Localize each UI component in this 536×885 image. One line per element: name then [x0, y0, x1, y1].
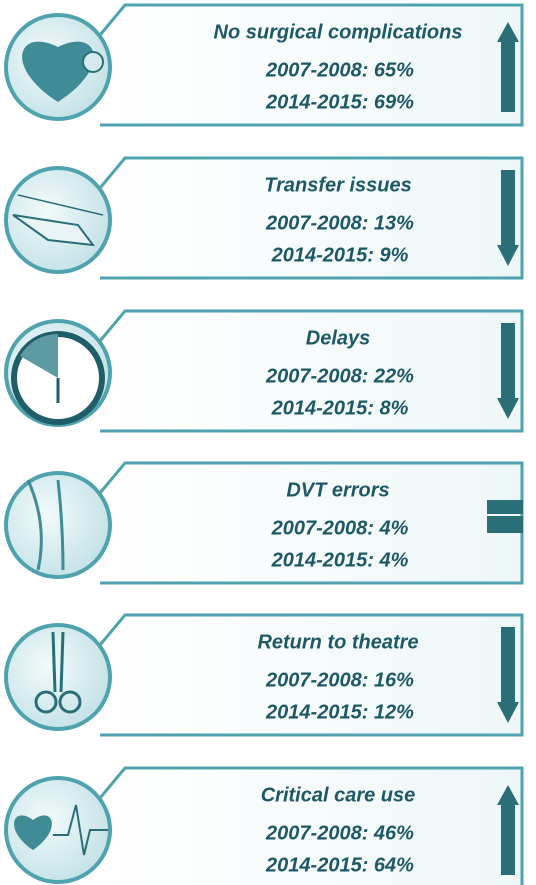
panel-title: No surgical complications	[214, 21, 463, 43]
panel-line: 2007-2008: 22%	[265, 365, 414, 387]
panel-title: Transfer issues	[264, 174, 412, 196]
panel: Critical care use 2007-2008: 46% 2014-2015…	[6, 768, 522, 885]
icon-detail	[83, 52, 103, 72]
infographic: No surgical complications 2007-2008: 65% 2…	[0, 0, 536, 885]
panel-title: DVT errors	[286, 479, 389, 501]
panel-line: 2007-2008: 16%	[265, 669, 414, 691]
panel-title: Critical care use	[261, 784, 416, 806]
panel-line: 2014-2015: 4%	[271, 549, 409, 571]
trend-equal	[487, 516, 523, 533]
panel-line: 2007-2008: 4%	[271, 517, 409, 539]
panel: DVT errors 2007-2008: 4% 2014-2015: 4%	[6, 463, 523, 583]
panel-line: 2014-2015: 9%	[271, 244, 409, 266]
panel: Return to theatre 2007-2008: 16% 2014-2015…	[6, 615, 522, 735]
trend-equal	[487, 500, 523, 514]
panel-line: 2014-2015: 8%	[271, 397, 409, 419]
panel-line: 2007-2008: 13%	[265, 212, 414, 234]
panel-line: 2014-2015: 64%	[265, 854, 414, 876]
panel: Delays 2007-2008: 22% 2014-2015: 8%	[6, 311, 522, 431]
panel: No surgical complications 2007-2008: 65% 2…	[6, 5, 522, 125]
icon-circle	[6, 625, 110, 729]
panel-title: Return to theatre	[257, 631, 418, 653]
panel-line: 2014-2015: 12%	[265, 701, 414, 723]
panel-line: 2014-2015: 69%	[265, 91, 414, 113]
panel-line: 2007-2008: 46%	[265, 822, 414, 844]
panel-line: 2007-2008: 65%	[265, 59, 414, 81]
panel-title: Delays	[306, 327, 371, 349]
panel: Transfer issues 2007-2008: 13% 2014-2015: …	[6, 158, 522, 278]
